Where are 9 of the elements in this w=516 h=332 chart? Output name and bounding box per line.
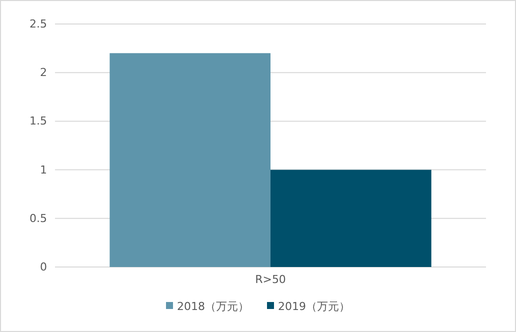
y-tick-label: 1 (40, 163, 47, 176)
y-tick-label: 0.5 (30, 212, 47, 225)
legend-label: 2018（万元） (177, 300, 249, 313)
x-tick-label: R>50 (255, 272, 286, 286)
y-tick-label: 0 (40, 260, 47, 274)
y-tick-label: 2 (40, 66, 47, 80)
y-tick-label: 1.5 (30, 114, 47, 128)
y-tick-label: 2.5 (30, 18, 47, 31)
legend-label: 2019（万元） (278, 300, 350, 313)
